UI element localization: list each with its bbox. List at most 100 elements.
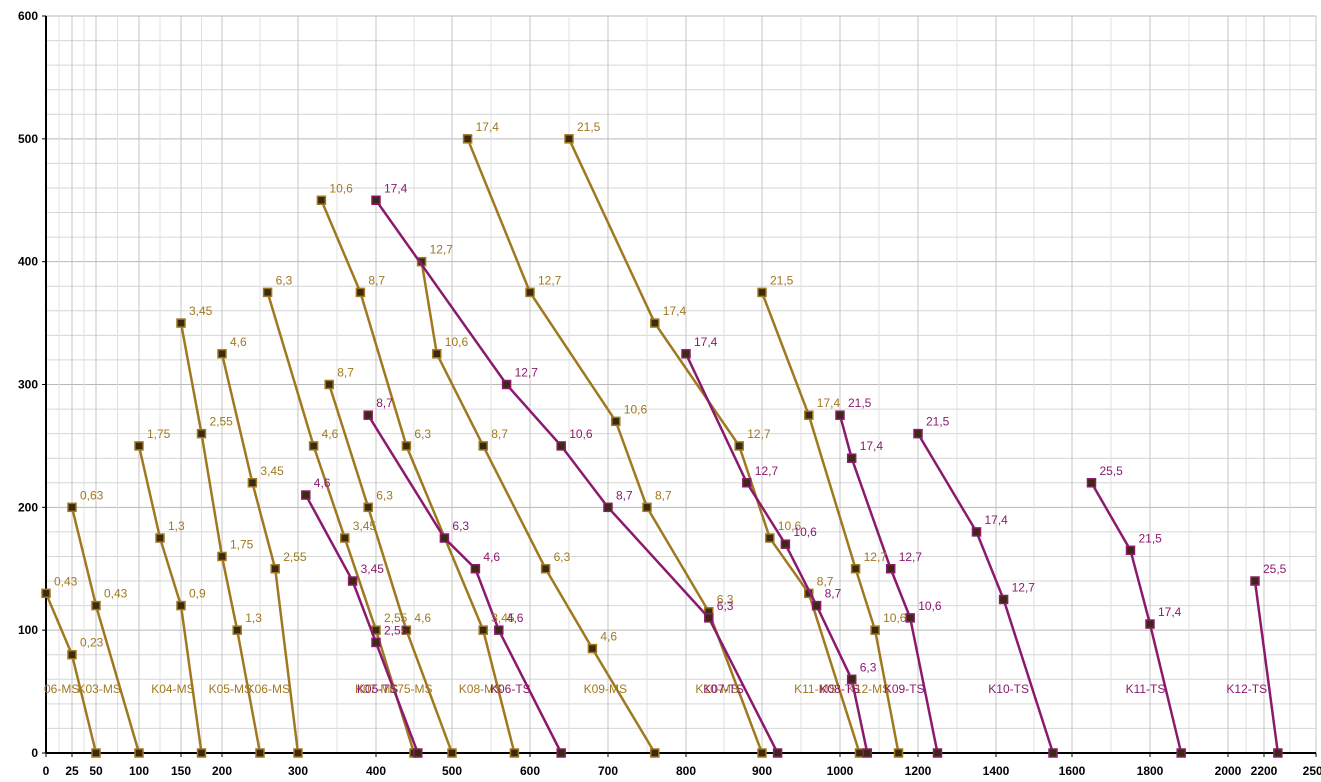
data-point: [525, 287, 535, 298]
point-label: 21,5: [848, 396, 872, 410]
point-label: 4,6: [322, 427, 339, 441]
x-tick-label: 1000: [827, 764, 854, 778]
data-point: [650, 318, 660, 328]
x-tick-label: 2000: [1215, 764, 1242, 778]
data-point: [293, 748, 303, 758]
data-point: [324, 379, 334, 390]
data-point: [893, 748, 904, 758]
data-point: [1176, 748, 1186, 758]
data-point: [196, 748, 207, 758]
point-label: 21,5: [577, 120, 601, 134]
data-point: [846, 453, 857, 463]
point-label: 17,4: [476, 120, 500, 134]
point-label: 6,3: [276, 273, 293, 287]
data-point: [255, 748, 265, 758]
y-tick-label: 600: [18, 9, 38, 23]
point-label: 6,3: [414, 427, 431, 441]
point-label: 12,7: [430, 243, 454, 257]
data-point: [494, 625, 504, 635]
data-point: [401, 441, 412, 451]
data-point: [232, 625, 242, 635]
series-name-label: K07-TS: [703, 682, 744, 696]
point-label: 8,7: [616, 488, 633, 502]
series-line-k11-ts: [1090, 482, 1183, 754]
x-tick-label: 600: [520, 764, 540, 778]
data-point: [176, 600, 186, 611]
point-label: 12,7: [515, 366, 539, 380]
data-point: [462, 134, 473, 144]
data-point: [509, 748, 520, 758]
data-point: [196, 428, 207, 439]
data-point: [556, 748, 566, 758]
point-label: 8,7: [368, 273, 385, 287]
point-label: 3,45: [491, 611, 515, 625]
point-label: 4,6: [507, 611, 524, 625]
point-label: 6,3: [554, 550, 571, 564]
point-label: 8,7: [337, 366, 354, 380]
grid: [45, 15, 1317, 754]
data-point: [870, 625, 880, 635]
series-line-k11-ms: [567, 138, 861, 754]
data-point: [247, 478, 258, 488]
point-label: 1,75: [147, 427, 171, 441]
series-name-label: K08-TS: [820, 682, 861, 696]
data-point: [363, 502, 373, 513]
data-point: [41, 588, 51, 599]
point-label: 3,45: [361, 562, 385, 576]
x-tick-label: 25: [65, 764, 79, 778]
point-label: 10,6: [918, 599, 942, 613]
point-label: 0,23: [80, 636, 104, 650]
data-point: [734, 441, 744, 451]
series-line-k07-ts: [374, 199, 779, 754]
series-line-k10-ts: [916, 432, 1055, 754]
data-point: [704, 613, 714, 623]
point-label: 17,4: [663, 304, 687, 318]
series-line-k75-ms: [328, 384, 454, 754]
point-label: 1,3: [168, 519, 185, 533]
point-label: 17,4: [384, 181, 408, 195]
data-point: [262, 287, 273, 298]
point-label: 10,6: [445, 335, 469, 349]
point-labels: 0,43 0,23 0,63 0,43 1,75 1,3 0,9 3,45 2,55 1,75 1,…: [54, 120, 1287, 674]
y-tick-label: 400: [18, 255, 38, 269]
series-name-label: K09-TS: [884, 682, 925, 696]
x-tick-label: 900: [752, 764, 772, 778]
data-point: [1145, 619, 1155, 629]
series-name-label: K06-TS: [490, 682, 531, 696]
point-label: 6,3: [717, 599, 734, 613]
data-point: [587, 643, 598, 654]
point-label: 10,6: [793, 525, 817, 539]
point-label: 4,6: [314, 476, 331, 490]
series-name-label: K05-MS: [209, 682, 252, 696]
x-tick-label: 100: [129, 764, 149, 778]
point-label: 8,7: [491, 427, 508, 441]
point-label: 6,3: [376, 488, 393, 502]
data-point: [501, 379, 512, 390]
data-point: [854, 748, 865, 758]
data-point: [1086, 478, 1097, 488]
y-tick-label: 500: [18, 132, 38, 146]
x-tick-label: 1800: [1137, 764, 1164, 778]
point-label: 0,43: [54, 574, 78, 588]
point-label: 21,5: [926, 415, 950, 429]
point-label: 6,3: [717, 593, 734, 607]
series-line-k05-ts: [304, 494, 419, 754]
series-line-k09-ms: [420, 261, 656, 754]
point-label: 2,55: [384, 611, 408, 625]
point-label: 0,9: [189, 587, 206, 601]
series-name-label: K12-TS: [1226, 682, 1267, 696]
data-point: [998, 594, 1009, 605]
data-point: [308, 441, 319, 451]
point-label: 25,5: [1100, 464, 1124, 478]
point-label: 4,6: [230, 335, 247, 349]
point-label: 8,7: [817, 574, 834, 588]
data-point: [757, 748, 767, 758]
data-point: [91, 600, 101, 611]
x-tick-label: 700: [598, 764, 618, 778]
data-point: [642, 502, 652, 513]
series-name-label: K09-MS: [584, 682, 627, 696]
x-tick-label: 50: [89, 764, 103, 778]
point-label: 0,43: [104, 587, 128, 601]
data-point: [401, 625, 412, 635]
x-tick-label: 200: [212, 764, 232, 778]
